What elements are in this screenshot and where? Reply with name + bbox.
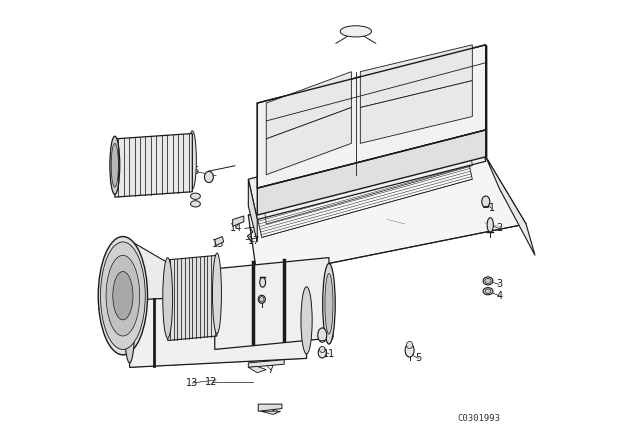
Text: 19: 19 <box>164 266 177 276</box>
Text: 3: 3 <box>496 280 502 289</box>
Polygon shape <box>115 134 192 197</box>
Ellipse shape <box>106 255 140 336</box>
Ellipse shape <box>483 277 493 285</box>
Ellipse shape <box>406 341 413 349</box>
Ellipse shape <box>323 263 335 344</box>
Text: 11: 11 <box>323 349 335 359</box>
Polygon shape <box>266 108 351 175</box>
Text: 2: 2 <box>496 224 502 233</box>
Polygon shape <box>99 287 174 345</box>
Ellipse shape <box>318 347 326 358</box>
Ellipse shape <box>210 269 220 349</box>
Polygon shape <box>233 216 244 226</box>
Text: 6: 6 <box>271 406 277 416</box>
Ellipse shape <box>317 328 327 342</box>
Ellipse shape <box>325 273 333 334</box>
Polygon shape <box>248 157 526 278</box>
Text: 12: 12 <box>205 377 218 387</box>
Ellipse shape <box>163 258 173 338</box>
Polygon shape <box>253 139 472 237</box>
Ellipse shape <box>258 295 266 303</box>
Ellipse shape <box>204 172 213 183</box>
Ellipse shape <box>113 271 133 320</box>
Ellipse shape <box>188 131 196 189</box>
Ellipse shape <box>483 288 493 295</box>
Polygon shape <box>248 360 284 367</box>
Polygon shape <box>266 72 351 139</box>
Text: 7: 7 <box>268 365 274 375</box>
Text: 5: 5 <box>415 353 422 363</box>
Polygon shape <box>360 81 472 143</box>
Text: 1: 1 <box>488 203 495 213</box>
Text: 17: 17 <box>248 236 260 246</box>
Ellipse shape <box>319 346 325 353</box>
Ellipse shape <box>110 136 120 194</box>
Polygon shape <box>257 130 486 215</box>
Ellipse shape <box>212 253 221 334</box>
Text: 16: 16 <box>188 166 200 176</box>
Polygon shape <box>168 255 217 340</box>
Ellipse shape <box>191 193 200 199</box>
Polygon shape <box>360 45 472 108</box>
Polygon shape <box>123 237 174 355</box>
Text: 9: 9 <box>269 276 275 286</box>
Polygon shape <box>248 179 257 242</box>
Ellipse shape <box>260 297 264 302</box>
Text: 14: 14 <box>230 223 242 233</box>
Text: C0301993: C0301993 <box>458 414 500 423</box>
Text: 18: 18 <box>134 178 147 188</box>
Ellipse shape <box>100 242 145 349</box>
Polygon shape <box>248 366 266 373</box>
Ellipse shape <box>482 196 490 207</box>
Text: 8: 8 <box>267 295 273 305</box>
Ellipse shape <box>340 26 371 37</box>
Polygon shape <box>261 411 280 414</box>
Ellipse shape <box>125 296 134 363</box>
Polygon shape <box>215 258 329 349</box>
Polygon shape <box>215 237 224 246</box>
Polygon shape <box>257 45 486 188</box>
Text: 4: 4 <box>496 291 502 301</box>
Polygon shape <box>248 121 486 220</box>
Polygon shape <box>258 404 282 411</box>
Text: 20: 20 <box>107 273 119 283</box>
Ellipse shape <box>485 279 491 284</box>
Ellipse shape <box>405 344 414 357</box>
Ellipse shape <box>485 289 491 293</box>
Ellipse shape <box>99 237 148 355</box>
Text: 13: 13 <box>186 378 198 388</box>
Ellipse shape <box>111 143 118 187</box>
Ellipse shape <box>260 277 266 287</box>
Text: 15: 15 <box>212 239 224 249</box>
Ellipse shape <box>301 287 312 354</box>
Ellipse shape <box>191 201 200 207</box>
Ellipse shape <box>487 218 493 232</box>
Polygon shape <box>486 157 535 255</box>
Text: 10: 10 <box>323 332 335 342</box>
Polygon shape <box>130 291 307 367</box>
